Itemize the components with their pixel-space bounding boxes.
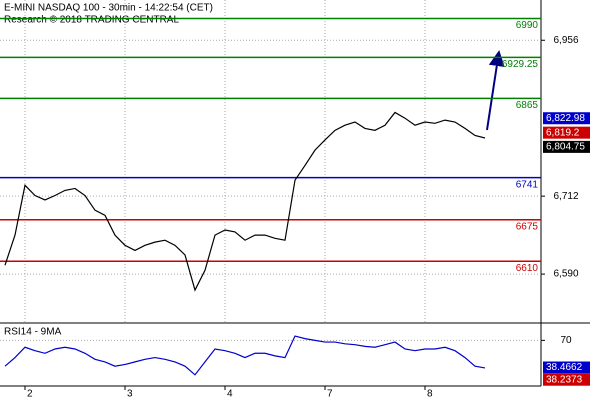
chart-title: E-MINI NASDAQ 100 - 30min - 14:22:54 (CE… — [4, 3, 213, 14]
y-tick-label: 6,956 — [553, 35, 578, 46]
price-tag-label: 6,819.2 — [546, 127, 580, 138]
price-tag — [543, 126, 590, 139]
price-line — [4, 335, 486, 376]
price-tag — [543, 140, 590, 153]
price-tag — [543, 361, 590, 374]
y-tick-label: 6,590 — [553, 269, 578, 280]
y-tick-label: 70 — [560, 335, 572, 346]
level-label: 6741 — [516, 179, 539, 190]
x-tick-label: 8 — [427, 389, 433, 400]
x-tick-label: 7 — [327, 389, 333, 400]
indicator-title: RSI14 - 9MA — [4, 327, 62, 338]
x-tick-label: 3 — [127, 389, 133, 400]
level-label: 6610 — [516, 263, 539, 274]
y-tick-label: 6,712 — [553, 191, 578, 202]
level-label: 6990 — [516, 20, 539, 31]
level-label: 6865 — [516, 100, 539, 111]
level-label: 6929.25 — [502, 59, 539, 70]
x-tick-label: 4 — [227, 389, 233, 400]
x-tick-label: 2 — [27, 389, 33, 400]
price-tag-label: 38.2373 — [546, 374, 583, 385]
price-tag-label: 38.4662 — [546, 362, 583, 373]
forecast-arrow — [486, 50, 505, 131]
price-tag-label: 6,822.98 — [546, 113, 585, 124]
price-line — [4, 111, 486, 292]
price-tag — [543, 112, 590, 125]
level-label: 6675 — [516, 221, 539, 232]
price-tag — [543, 373, 590, 386]
chart-subtitle: Research © 2018 TRADING CENTRAL — [4, 15, 179, 26]
price-tag-label: 6,804.75 — [546, 142, 585, 153]
